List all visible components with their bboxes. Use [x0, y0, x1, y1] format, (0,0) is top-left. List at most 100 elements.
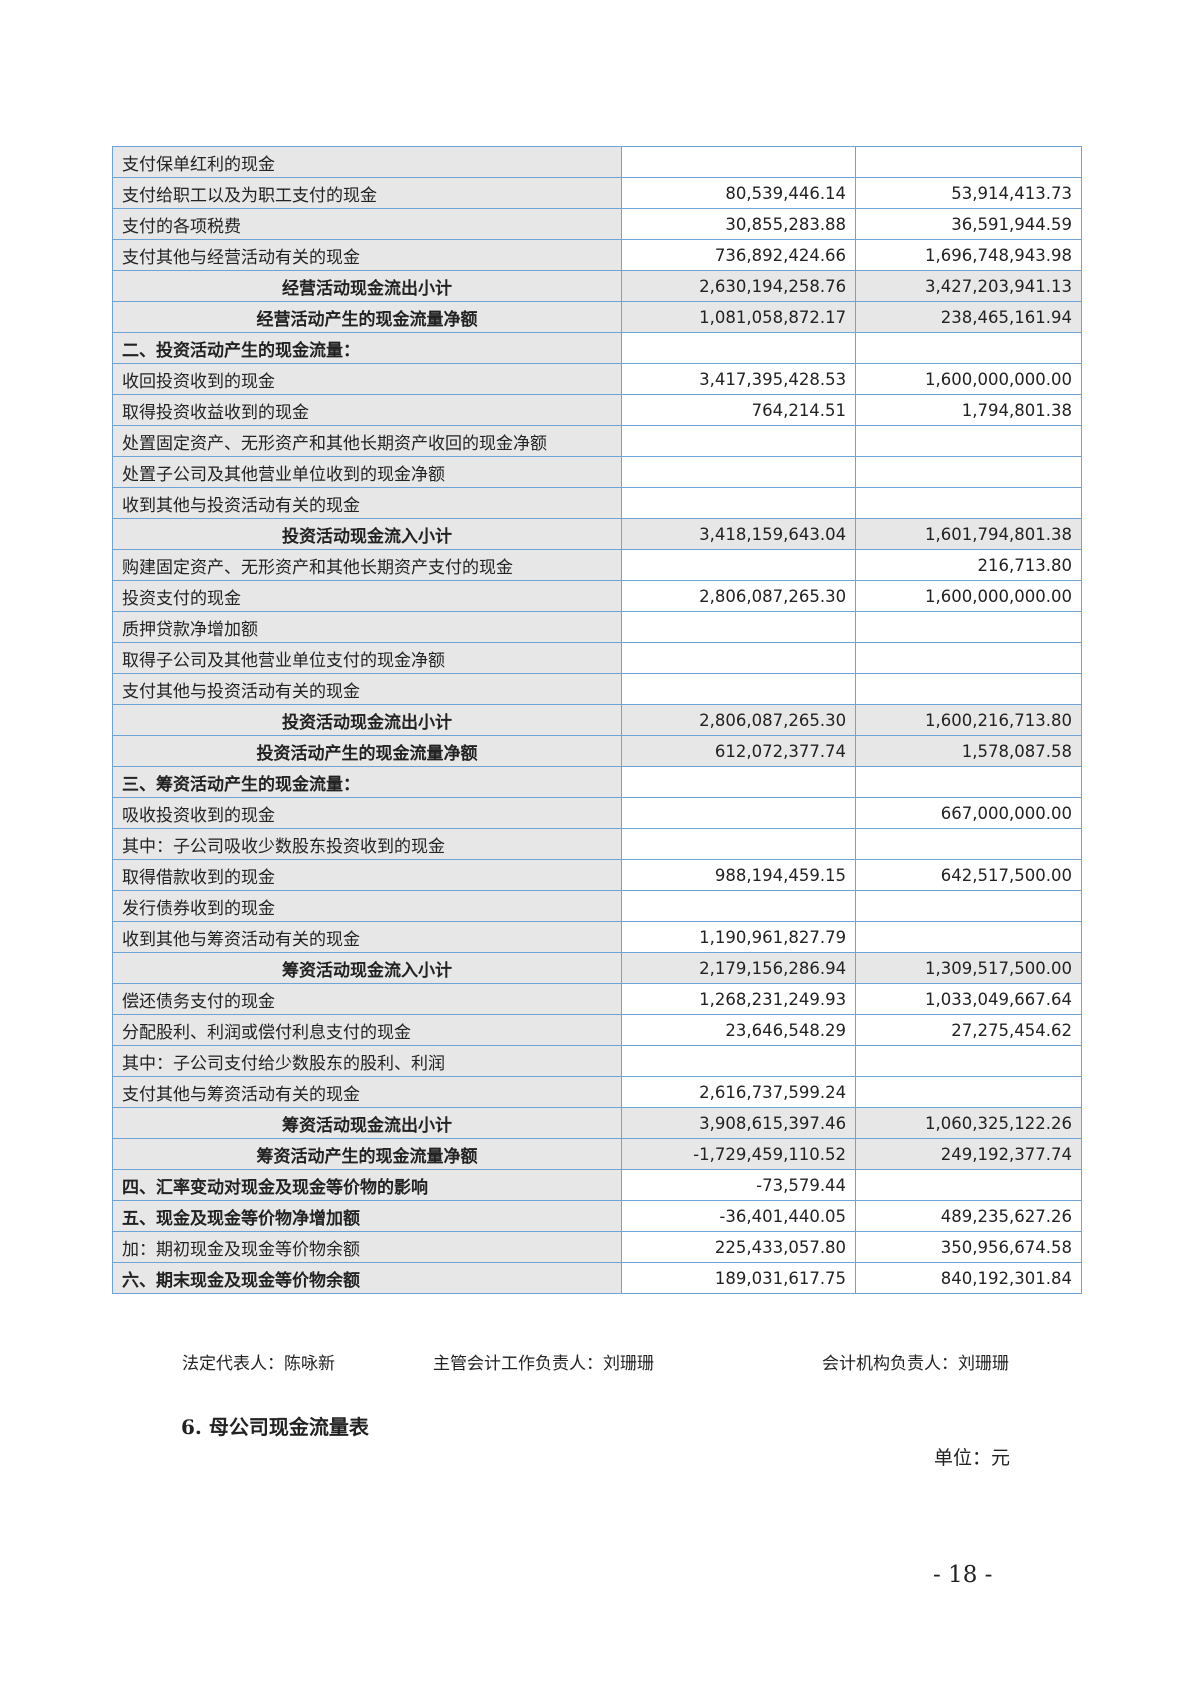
table-row: 支付其他与投资活动有关的现金	[112, 673, 1082, 705]
row-label: 质押贷款净增加额	[112, 611, 622, 643]
amount-cell: -73,579.44	[620, 1169, 857, 1201]
amount-cell: 1,600,000,000.00	[855, 580, 1082, 612]
table-row: 支付其他与经营活动有关的现金 736,892,424.66 1,696,748,94…	[112, 239, 1082, 271]
amount-cell	[855, 146, 1082, 178]
amount-cell	[620, 549, 857, 581]
amount-cell	[620, 766, 857, 798]
table-row: 支付保单红利的现金	[112, 146, 1082, 178]
table-row: 取得投资收益收到的现金 764,214.51 1,794,801.38	[112, 394, 1082, 426]
table-row: 处置子公司及其他营业单位收到的现金净额	[112, 456, 1082, 488]
amount-cell	[855, 332, 1082, 364]
amount-cell: 350,956,674.58	[855, 1231, 1082, 1263]
amount-cell	[855, 921, 1082, 953]
amount-cell: 1,060,325,122.26	[855, 1107, 1082, 1139]
table-row: 发行债券收到的现金	[112, 890, 1082, 922]
amount-cell: 1,190,961,827.79	[620, 921, 857, 953]
amount-cell	[620, 425, 857, 457]
row-label: 投资活动产生的现金流量净额	[112, 735, 622, 767]
row-label: 投资活动现金流出小计	[112, 704, 622, 736]
amount-cell	[855, 1045, 1082, 1077]
amount-cell	[620, 146, 857, 178]
table-row: 投资活动现金流入小计 3,418,159,643.04 1,601,794,801.…	[112, 518, 1082, 550]
amount-cell	[620, 611, 857, 643]
table-row: 质押贷款净增加额	[112, 611, 1082, 643]
amount-cell	[855, 611, 1082, 643]
row-label: 经营活动产生的现金流量净额	[112, 301, 622, 333]
row-label: 吸收投资收到的现金	[112, 797, 622, 829]
table-row: 支付其他与筹资活动有关的现金 2,616,737,599.24	[112, 1076, 1082, 1108]
amount-cell: 764,214.51	[620, 394, 857, 426]
table-row: 投资支付的现金 2,806,087,265.30 1,600,000,000.00	[112, 580, 1082, 612]
amount-cell: 80,539,446.14	[620, 177, 857, 209]
amount-cell: 1,696,748,943.98	[855, 239, 1082, 271]
row-label: 五、现金及现金等价物净增加额	[112, 1200, 622, 1232]
amount-cell	[620, 797, 857, 829]
table-row: 支付给职工以及为职工支付的现金 80,539,446.14 53,914,413.7…	[112, 177, 1082, 209]
amount-cell	[855, 1169, 1082, 1201]
table-row: 经营活动产生的现金流量净额 1,081,058,872.17 238,465,161…	[112, 301, 1082, 333]
table-row: 六、期末现金及现金等价物余额 189,031,617.75 840,192,301.…	[112, 1262, 1082, 1294]
amount-cell: 642,517,500.00	[855, 859, 1082, 891]
row-label: 分配股利、利润或偿付利息支付的现金	[112, 1014, 622, 1046]
amount-cell: 1,601,794,801.38	[855, 518, 1082, 550]
section-title: 6. 母公司现金流量表	[181, 1415, 369, 1439]
row-label: 加：期初现金及现金等价物余额	[112, 1231, 622, 1263]
amount-cell: 1,600,000,000.00	[855, 363, 1082, 395]
table-row: 四、汇率变动对现金及现金等价物的影响 -73,579.44	[112, 1169, 1082, 1201]
amount-cell: 2,179,156,286.94	[620, 952, 857, 984]
amount-cell: 3,417,395,428.53	[620, 363, 857, 395]
row-label: 筹资活动现金流入小计	[112, 952, 622, 984]
row-label: 二、投资活动产生的现金流量：	[112, 332, 622, 364]
signature: 会计机构负责人：刘珊珊	[822, 1354, 1009, 1374]
amount-cell	[855, 425, 1082, 457]
table-row: 其中：子公司吸收少数股东投资收到的现金	[112, 828, 1082, 860]
amount-cell: 988,194,459.15	[620, 859, 857, 891]
amount-cell: 36,591,944.59	[855, 208, 1082, 240]
row-label: 支付的各项税费	[112, 208, 622, 240]
amount-cell	[620, 456, 857, 488]
table-row: 经营活动现金流出小计 2,630,194,258.76 3,427,203,941.…	[112, 270, 1082, 302]
row-label: 其中：子公司吸收少数股东投资收到的现金	[112, 828, 622, 860]
table-row: 吸收投资收到的现金 667,000,000.00	[112, 797, 1082, 829]
amount-cell: 249,192,377.74	[855, 1138, 1082, 1170]
amount-cell: 1,309,517,500.00	[855, 952, 1082, 984]
amount-cell: 2,616,737,599.24	[620, 1076, 857, 1108]
amount-cell: -36,401,440.05	[620, 1200, 857, 1232]
row-label: 投资支付的现金	[112, 580, 622, 612]
row-label: 收回投资收到的现金	[112, 363, 622, 395]
row-label: 购建固定资产、无形资产和其他长期资产支付的现金	[112, 549, 622, 581]
table-row: 取得子公司及其他营业单位支付的现金净额	[112, 642, 1082, 674]
table-row: 其中：子公司支付给少数股东的股利、利润	[112, 1045, 1082, 1077]
table-row: 收到其他与投资活动有关的现金	[112, 487, 1082, 519]
amount-cell	[855, 766, 1082, 798]
amount-cell	[855, 642, 1082, 674]
amount-cell: 189,031,617.75	[620, 1262, 857, 1294]
amount-cell	[855, 487, 1082, 519]
amount-cell	[855, 673, 1082, 705]
amount-cell	[855, 1076, 1082, 1108]
row-label: 处置子公司及其他营业单位收到的现金净额	[112, 456, 622, 488]
amount-cell: 736,892,424.66	[620, 239, 857, 271]
amount-cell	[620, 673, 857, 705]
table-row: 收回投资收到的现金 3,417,395,428.53 1,600,000,000.0…	[112, 363, 1082, 395]
row-label: 取得子公司及其他营业单位支付的现金净额	[112, 642, 622, 674]
amount-cell	[620, 890, 857, 922]
table-row: 投资活动现金流出小计 2,806,087,265.30 1,600,216,713.…	[112, 704, 1082, 736]
amount-cell: 1,794,801.38	[855, 394, 1082, 426]
page-number: - 18 -	[933, 1562, 993, 1588]
amount-cell: -1,729,459,110.52	[620, 1138, 857, 1170]
row-label: 取得投资收益收到的现金	[112, 394, 622, 426]
table-row: 分配股利、利润或偿付利息支付的现金 23,646,548.29 27,275,454…	[112, 1014, 1082, 1046]
signature: 主管会计工作负责人：刘珊珊	[433, 1354, 654, 1374]
table-row: 偿还债务支付的现金 1,268,231,249.93 1,033,049,667.6…	[112, 983, 1082, 1015]
row-label: 支付保单红利的现金	[112, 146, 622, 178]
signature: 法定代表人：陈咏新	[182, 1354, 335, 1374]
amount-cell: 2,806,087,265.30	[620, 704, 857, 736]
amount-cell: 3,418,159,643.04	[620, 518, 857, 550]
amount-cell: 2,630,194,258.76	[620, 270, 857, 302]
amount-cell: 3,427,203,941.13	[855, 270, 1082, 302]
amount-cell: 2,806,087,265.30	[620, 580, 857, 612]
amount-cell: 1,268,231,249.93	[620, 983, 857, 1015]
row-label: 筹资活动现金流出小计	[112, 1107, 622, 1139]
